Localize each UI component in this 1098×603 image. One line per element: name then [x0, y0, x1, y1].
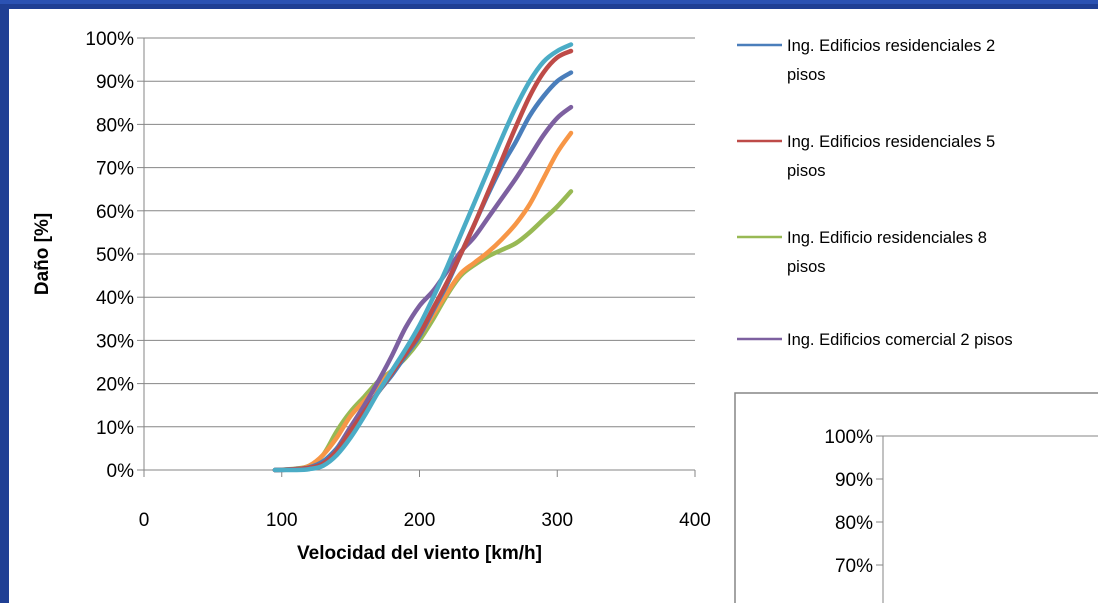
y-tick-label: 100%: [85, 29, 134, 50]
x-tick-label: 300: [541, 510, 573, 531]
y-tick-label: 70%: [96, 159, 134, 180]
series-line-1: [272, 48, 574, 473]
secondary-y-tick-label: 70%: [835, 556, 873, 577]
x-tick-label: 0: [139, 510, 150, 531]
series-line-0: [272, 70, 574, 473]
y-tick-label: 40%: [96, 288, 134, 309]
y-tick-label: 50%: [96, 245, 134, 266]
y-tick-label: 80%: [96, 115, 134, 136]
slide-top-border: [0, 0, 1098, 4]
x-tick-label: 100: [266, 510, 298, 531]
series-line-4: [272, 42, 574, 473]
y-tick-label: 60%: [96, 202, 134, 223]
secondary-y-tick-label: 100%: [824, 427, 873, 448]
secondary-chart: 100% 90% 80% 70%: [734, 392, 1098, 603]
y-axis-title: Daño [%]: [32, 213, 53, 295]
y-tick-label: 20%: [96, 375, 134, 396]
axes: 0% 10% 20% 30% 40% 50% 60% 70% 80% 90% 100% 0 100 200…: [32, 29, 711, 564]
x-tick-label: 200: [404, 510, 436, 531]
legend: Ing. Edificios residenciales 2 pisos Ing. …: [737, 37, 1013, 349]
legend-label-0: Ing. Edificios residenciales 2: [787, 37, 995, 55]
legend-label-1: pisos: [787, 162, 826, 180]
legend-label-1: Ing. Edificios residenciales 5: [787, 133, 995, 151]
x-tick-label: 400: [679, 510, 711, 531]
secondary-y-tick-label: 80%: [835, 513, 873, 534]
legend-label-0: pisos: [787, 66, 826, 84]
y-tick-label: 30%: [96, 331, 134, 352]
y-tick-label: 0%: [107, 461, 135, 482]
legend-label-2: Ing. Edificio residenciales 8: [787, 229, 987, 247]
y-tick-label: 90%: [96, 72, 134, 93]
secondary-chart-border: [734, 392, 1098, 603]
series-lines: [272, 42, 574, 473]
chart-panel: 0% 10% 20% 30% 40% 50% 60% 70% 80% 90% 100% 0 100 200…: [9, 9, 1098, 603]
x-axis-title: Velocidad del viento [km/h]: [297, 543, 542, 564]
gridlines: [144, 37, 695, 428]
series-line-3: [272, 104, 574, 473]
y-tick-label: 10%: [96, 418, 134, 439]
legend-label-2: pisos: [787, 258, 826, 276]
chart-canvas: 0% 10% 20% 30% 40% 50% 60% 70% 80% 90% 100% 0 100 200…: [32, 29, 1098, 603]
legend-label-3: Ing. Edificios comercial 2 pisos: [787, 331, 1013, 349]
secondary-y-tick-label: 90%: [835, 470, 873, 491]
